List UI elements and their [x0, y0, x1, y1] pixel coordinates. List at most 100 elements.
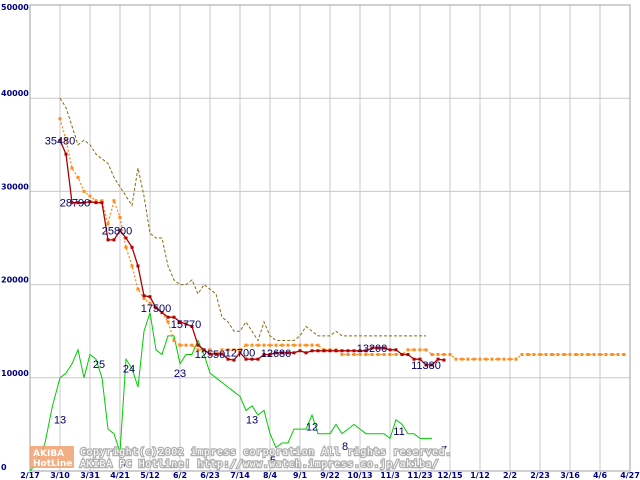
series-point-price-average: [364, 353, 368, 356]
data-label: 12550: [195, 349, 226, 361]
series-point-price-average: [460, 357, 464, 361]
series-point-price-low: [190, 325, 194, 329]
series-point-price-average: [544, 353, 548, 356]
series-point-price-average: [574, 353, 578, 356]
x-tick-label: 6/2: [173, 471, 187, 480]
plot-frame: [29, 4, 631, 472]
logo-box: [30, 446, 74, 468]
data-label: 13200: [357, 343, 388, 355]
x-tick-label: 3/31: [80, 471, 100, 480]
series-point-price-low: [100, 201, 104, 205]
series-point-price-low: [274, 351, 278, 355]
series-point-price-average: [298, 343, 302, 347]
y-axis-ticks: 0 10000 20000 30000 40000 50000: [1, 3, 29, 472]
series-point-price-average: [466, 357, 470, 361]
series-point-price-low: [208, 352, 212, 356]
logo-line2: HotLine: [33, 459, 72, 469]
data-label: 7: [441, 445, 447, 457]
x-tick-label: 12/15: [437, 471, 463, 480]
series-point-price-low: [412, 357, 416, 361]
series-point-price-average: [508, 357, 512, 361]
x-tick-label: 2/23: [530, 471, 550, 480]
series-point-price-average: [232, 348, 236, 352]
y-tick-label: 10000: [1, 369, 29, 378]
series-point-price-average: [142, 297, 146, 301]
data-label: 13: [246, 415, 258, 427]
series-point-price-average: [598, 353, 602, 356]
data-label: 25800: [102, 226, 133, 238]
series-point-price-low: [316, 349, 320, 353]
x-tick-label: 10/13: [347, 471, 372, 480]
x-tick-label: 3/10: [50, 471, 70, 480]
series-point-price-average: [244, 343, 248, 347]
series-point-price-low: [70, 201, 74, 205]
data-labels: 35480 28790 25800 17500 15770 12550 12700 12680…: [45, 135, 447, 469]
series-point-price-low: [436, 357, 440, 361]
series-point-price-average: [220, 348, 224, 352]
data-label: 8: [342, 441, 348, 453]
series-point-price-average: [316, 343, 320, 347]
series-point-price-average: [94, 199, 98, 203]
series-point-price-average: [256, 343, 260, 347]
x-tick-label: 9/22: [320, 471, 340, 480]
series-point-price-average: [208, 348, 212, 352]
series-point-price-average: [388, 353, 392, 356]
series-point-price-low: [382, 346, 386, 350]
series-point-price-low: [442, 358, 446, 362]
series-point-price-average: [100, 199, 104, 203]
series-point-price-average: [106, 222, 110, 226]
series-point-price-average: [526, 353, 530, 356]
series-point-price-low: [94, 201, 98, 205]
series-point-price-low: [64, 152, 68, 156]
x-tick-label: 4/6: [593, 471, 607, 480]
series-point-price-low: [400, 353, 404, 356]
series-point-price-average: [358, 353, 362, 356]
site-text: AKIBA PC Hotline! http://www.watch.impre…: [80, 459, 439, 470]
series-point-price-average: [424, 348, 428, 352]
series-point-price-average: [166, 320, 170, 324]
y-tick-label: 20000: [1, 276, 29, 285]
series-point-price-average: [562, 353, 566, 356]
data-label: 13: [54, 415, 66, 427]
series-point-price-low: [394, 348, 398, 352]
series-point-price-low: [322, 349, 326, 353]
logo-line1: AKIBA: [33, 449, 64, 459]
grid: [29, 4, 631, 472]
x-tick-label: 2/2: [503, 471, 517, 480]
series-point-price-low: [220, 352, 224, 356]
series-point-price-low: [178, 320, 182, 324]
x-tick-label: 6/23: [200, 471, 220, 480]
x-tick-label: 1/12: [470, 471, 490, 480]
series-point-price-average: [58, 117, 62, 121]
series-point-price-low: [214, 352, 218, 356]
series-point-price-average: [136, 287, 140, 291]
series-point-price-low: [142, 294, 146, 298]
series-point-price-average: [88, 194, 92, 198]
x-tick-label: 2/17: [20, 471, 40, 480]
series-point-price-average: [250, 343, 254, 347]
series-point-price-low: [166, 315, 170, 319]
series-point-price-average: [352, 353, 356, 356]
series-line-price-average: [59, 118, 624, 360]
series-point-price-average: [190, 343, 194, 347]
x-tick-label: 9/1: [293, 471, 307, 480]
series-point-price-average: [370, 353, 374, 356]
y-tick-label: 50000: [1, 3, 29, 12]
series-point-price-average: [604, 353, 608, 356]
series-point-price-low: [148, 295, 152, 299]
series-point-price-average: [274, 343, 278, 347]
series-point-price-low: [286, 351, 290, 355]
series-point-price-low: [76, 201, 80, 205]
series-point-price-average: [310, 343, 314, 347]
series-point-price-low: [226, 357, 230, 361]
series-point-price-low: [244, 357, 248, 361]
series-point-price-average: [382, 353, 386, 356]
data-label: 15770: [171, 319, 202, 331]
copyright-text: Copyright(c)2002 impress corporation All…: [80, 447, 452, 458]
series-point-price-average: [556, 353, 560, 356]
series-point-price-low: [58, 138, 62, 142]
series-point-price-low: [202, 348, 206, 352]
x-tick-label: 5/12: [140, 471, 160, 480]
series-point-price-average: [490, 357, 494, 361]
series-point-price-low: [292, 351, 296, 355]
